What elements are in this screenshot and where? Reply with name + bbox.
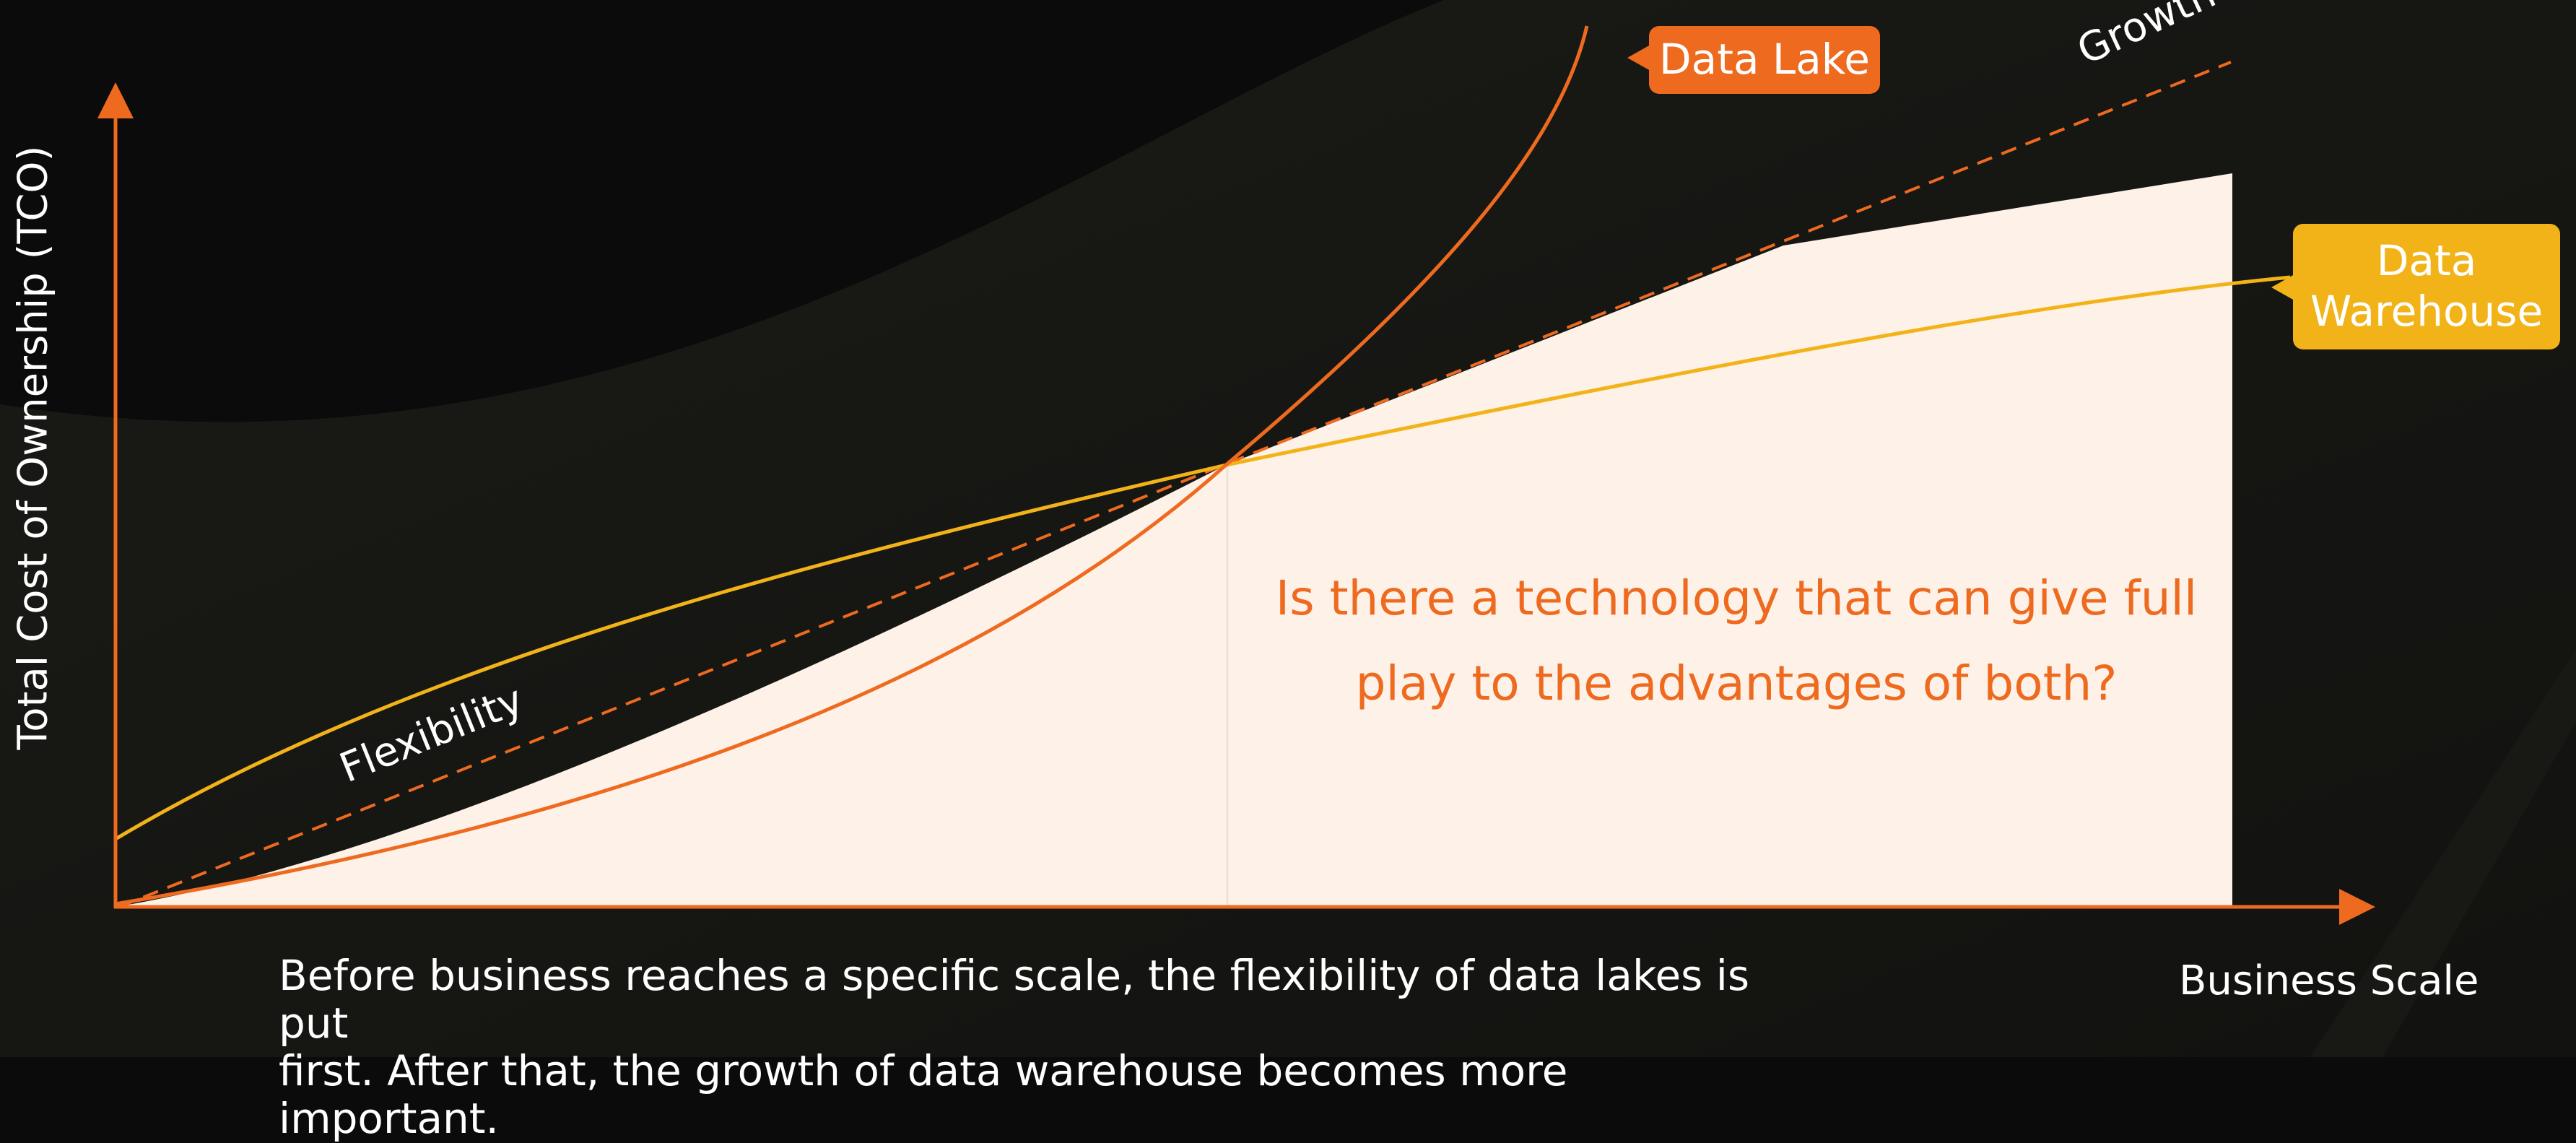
caption-line-1: Before business reaches a specific scale… xyxy=(279,951,1750,1048)
caption: Before business reaches a specific scale… xyxy=(279,952,1752,1142)
x-axis-label: Business Scale xyxy=(2179,957,2479,1004)
data-warehouse-label-line2: Warehouse xyxy=(2310,287,2544,336)
diagram-canvas xyxy=(0,0,2576,1057)
y-axis-label: Total Cost of Ownership (TCO) xyxy=(9,145,57,750)
growth-line xyxy=(118,61,2232,908)
combined-area xyxy=(116,173,2232,907)
data-lake-curve xyxy=(115,25,1589,906)
data-warehouse-label-line1: Data xyxy=(2376,236,2477,286)
question-text: Is there a technology that can give full… xyxy=(1227,556,2245,726)
data-lake-label: Data Lake xyxy=(1659,35,1870,84)
caption-line-2: first. After that, the growth of data wa… xyxy=(279,1046,1568,1143)
background-streak xyxy=(2310,650,2576,1057)
data-warehouse-tag: Data Warehouse xyxy=(2271,224,2560,349)
question-line-1: Is there a technology that can give full xyxy=(1275,570,2198,626)
data-lake-tag: Data Lake xyxy=(1627,26,1880,94)
question-line-2: play to the advantages of both? xyxy=(1355,656,2118,711)
